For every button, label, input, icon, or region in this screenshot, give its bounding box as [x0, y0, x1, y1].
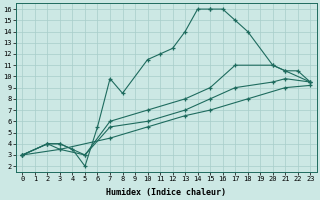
X-axis label: Humidex (Indice chaleur): Humidex (Indice chaleur)	[106, 188, 226, 197]
